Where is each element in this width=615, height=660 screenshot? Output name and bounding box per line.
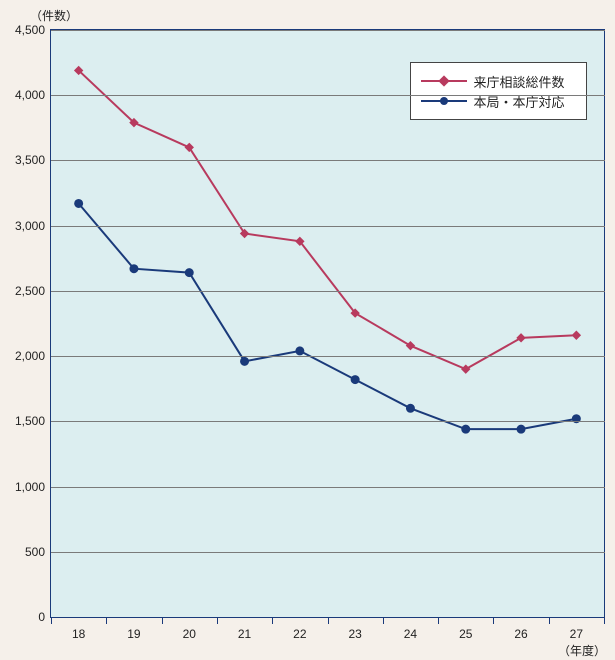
x-tick-label: 25 [459,617,472,641]
x-tick-label: 24 [404,617,417,641]
legend-swatch [421,94,467,108]
y-tick-label: 2,500 [15,284,51,298]
y-tick-label: 3,500 [15,153,51,167]
data-marker [75,199,83,207]
x-tick [217,617,218,624]
data-marker [241,357,249,365]
x-tick-label: 19 [127,617,140,641]
series-line [79,203,577,429]
gridline [51,487,605,488]
x-tick [51,617,52,624]
x-tick [106,617,107,624]
legend-label: 来庁相談総件数 [473,72,564,91]
x-tick [438,617,439,624]
gridline [51,30,605,31]
data-marker [517,425,525,433]
plot-area: 来庁相談総件数本局・本庁対応 05001,0001,5002,0002,5003… [50,29,605,618]
y-tick-label: 1,000 [15,480,51,494]
x-tick [604,617,605,624]
x-tick-label: 27 [570,617,583,641]
y-tick-label: 500 [25,545,51,559]
x-tick [272,617,273,624]
data-marker [462,425,470,433]
y-tick-label: 1,500 [15,414,51,428]
y-axis-title: （件数） [30,7,78,24]
legend-item: 来庁相談総件数 [421,71,564,91]
x-tick-label: 18 [72,617,85,641]
x-tick [162,617,163,624]
x-tick [328,617,329,624]
x-tick [383,617,384,624]
data-marker [296,347,304,355]
legend: 来庁相談総件数本局・本庁対応 [410,62,587,120]
data-marker [572,331,580,339]
x-tick-label: 20 [183,617,196,641]
gridline [51,160,605,161]
y-tick-label: 4,000 [15,88,51,102]
gridline [51,95,605,96]
data-marker [130,265,138,273]
gridline [51,226,605,227]
x-tick-label: 21 [238,617,251,641]
y-tick-label: 3,000 [15,219,51,233]
x-axis-title: （年度） [558,642,606,659]
data-marker [351,376,359,384]
data-marker [517,334,525,342]
gridline [51,291,605,292]
x-tick-label: 22 [293,617,306,641]
x-tick-label: 26 [514,617,527,641]
data-marker [185,269,193,277]
y-tick-label: 2,000 [15,349,51,363]
y-tick-label: 4,500 [15,23,51,37]
x-tick [549,617,550,624]
gridline [51,421,605,422]
data-marker [406,404,414,412]
y-tick-label: 0 [38,610,51,624]
x-tick [493,617,494,624]
x-tick-label: 23 [348,617,361,641]
data-marker [462,365,470,373]
legend-swatch [421,74,467,88]
gridline [51,552,605,553]
chart-container: （件数） 来庁相談総件数本局・本庁対応 05001,0001,5002,0002… [0,0,615,660]
gridline [51,356,605,357]
